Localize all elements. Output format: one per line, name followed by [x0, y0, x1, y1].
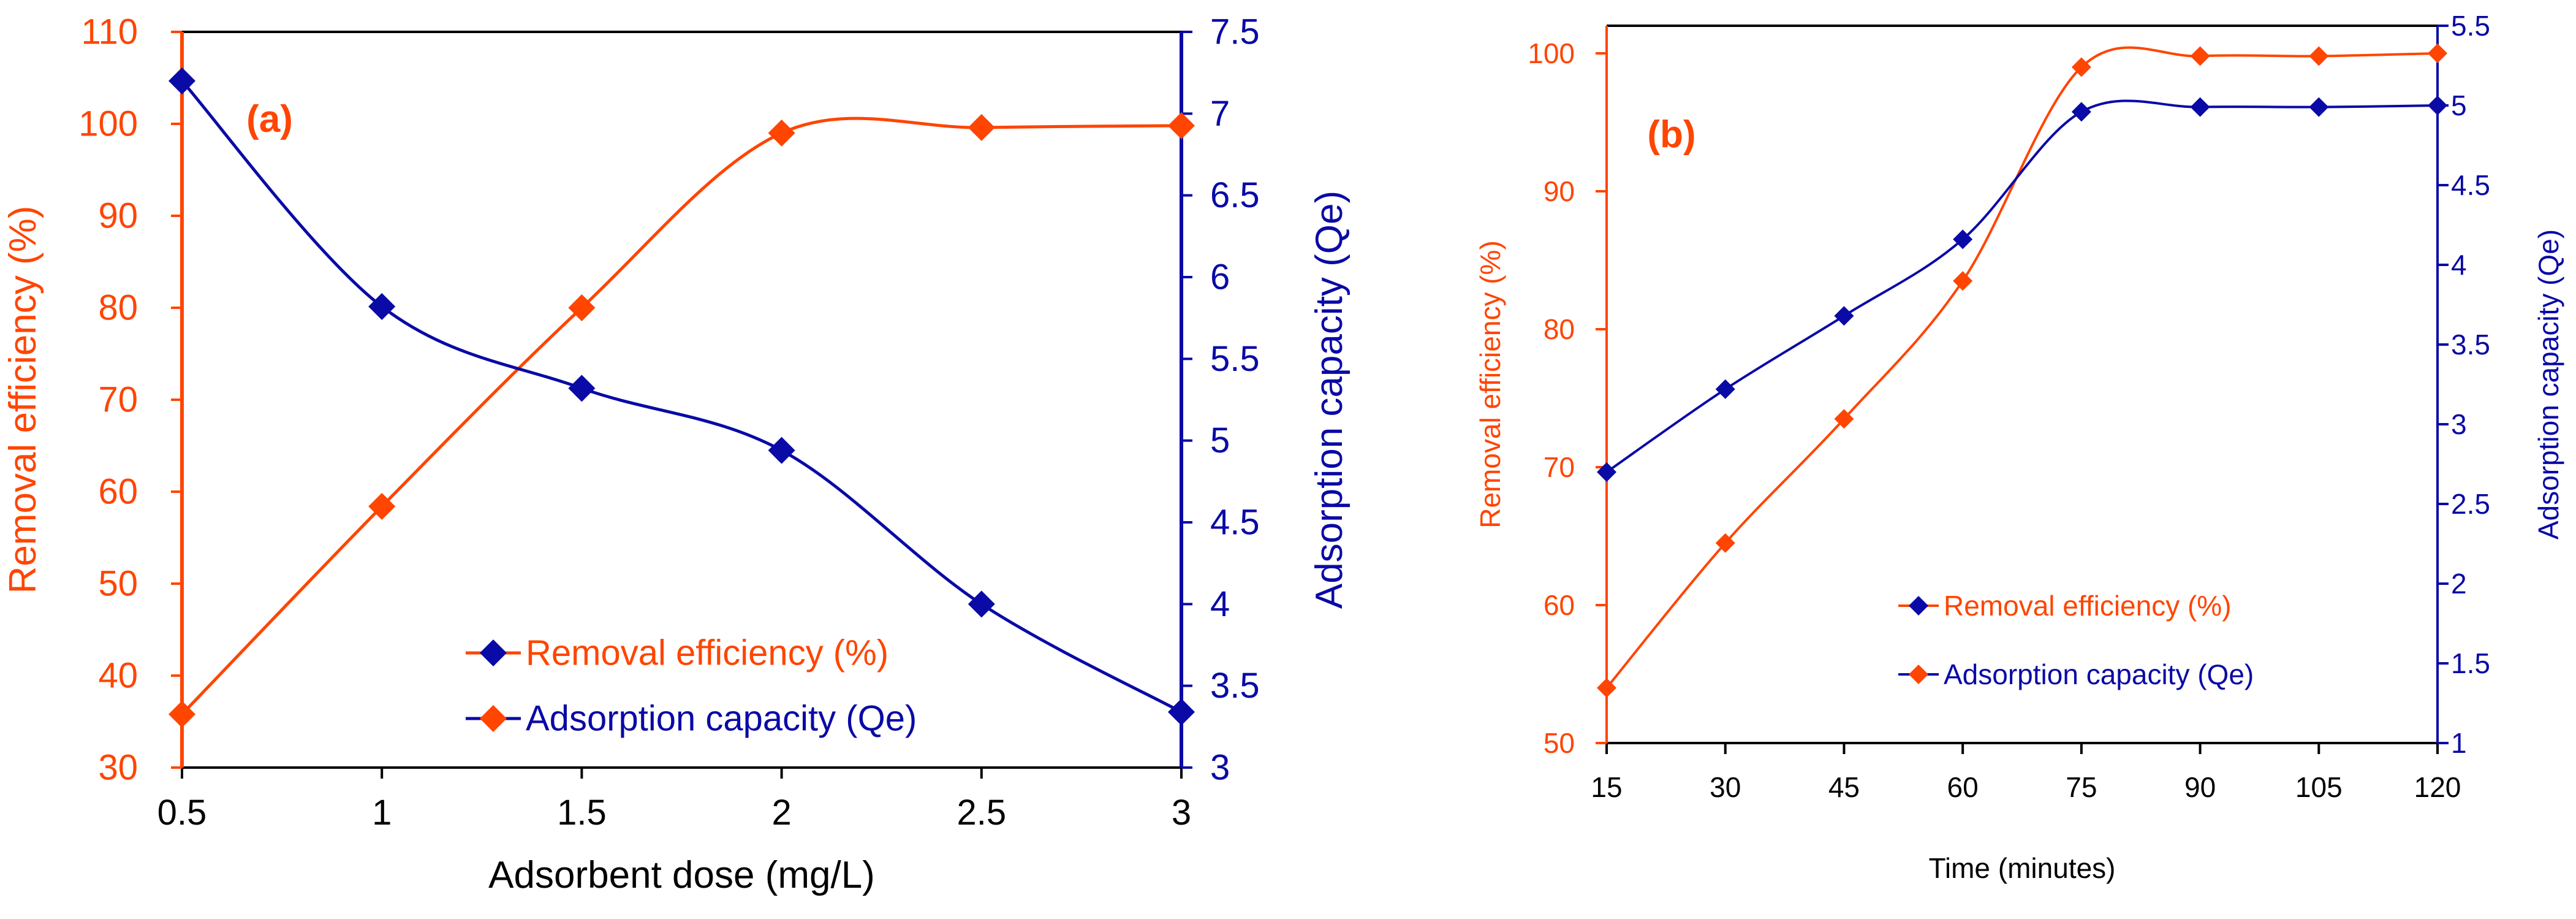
adsorption-capacity-point	[169, 67, 195, 94]
x-tick-label: 90	[2184, 771, 2216, 803]
removal-efficiency-point	[2309, 46, 2329, 66]
x-tick-label: 1	[372, 793, 392, 833]
left-y-tick-label: 60	[98, 472, 138, 512]
removal-efficiency-point	[1715, 533, 1735, 553]
legend-label: Removal efficiency (%)	[526, 633, 888, 673]
removal-efficiency-point	[1834, 409, 1854, 429]
right-y-axis-title: Adsorption capacity (Qe)	[1308, 191, 1351, 609]
left-y-tick-label: 90	[98, 196, 138, 236]
right-y-axis-title: Adsorption capacity (Qe)	[2532, 229, 2564, 540]
right-y-tick-label: 3.5	[2451, 329, 2490, 360]
adsorption-capacity-point	[1953, 229, 1973, 250]
adsorption-capacity-point	[968, 590, 995, 618]
left-y-tick-label: 40	[98, 656, 138, 696]
adsorption-capacity-point	[1168, 698, 1195, 726]
adsorption-capacity-point	[1715, 379, 1735, 399]
right-y-tick-label: 4	[1210, 584, 1230, 624]
right-y-tick-label: 4.5	[2451, 169, 2490, 201]
adsorption-capacity-line	[181, 80, 1183, 714]
left-y-tick-label: 30	[98, 748, 138, 788]
right-y-tick-label: 2	[2451, 568, 2467, 600]
left-y-tick-label: 70	[1544, 451, 1575, 483]
left-y-tick-label: 90	[1544, 175, 1575, 207]
left-y-tick-label: 100	[1528, 37, 1575, 69]
legend-key-marker	[480, 705, 507, 732]
left-y-tick-label: 50	[98, 564, 138, 604]
adsorption-capacity-point	[568, 375, 596, 402]
removal-efficiency-point	[2428, 44, 2447, 63]
right-y-tick-label: 1.5	[2451, 647, 2490, 679]
right-y-tick-label: 2.5	[2451, 488, 2490, 520]
adsorption-capacity-point	[1834, 306, 1854, 326]
x-tick-label: 2.5	[957, 793, 1006, 833]
removal-efficiency-point	[2190, 46, 2210, 66]
legend-label: Adsorption capacity (Qe)	[526, 699, 917, 739]
right-y-tick-label: 5.5	[2451, 10, 2490, 42]
right-y-tick-label: 3	[2451, 408, 2467, 440]
panel-label: (a)	[246, 98, 293, 140]
left-y-tick-label: 80	[98, 288, 138, 328]
adsorption-capacity-point	[2190, 97, 2210, 117]
right-y-tick-label: 3.5	[1210, 666, 1260, 706]
x-tick-label: 60	[1947, 771, 1979, 803]
x-axis-title: Time (minutes)	[1929, 852, 2116, 884]
x-tick-label: 45	[1828, 771, 1860, 803]
adsorption-capacity-point	[1597, 462, 1616, 482]
removal-efficiency-point	[1597, 678, 1616, 698]
x-axis-title: Adsorbent dose (mg/L)	[488, 854, 875, 896]
x-tick-label: 75	[2066, 771, 2097, 803]
left-y-tick-label: 110	[81, 12, 138, 52]
adsorption-capacity-point	[768, 437, 795, 464]
removal-efficiency-point	[2071, 57, 2091, 77]
adsorption-capacity-point	[368, 293, 396, 320]
x-tick-label: 0.5	[157, 793, 207, 833]
legend-key-marker	[1909, 665, 1928, 684]
x-tick-label: 2	[771, 793, 791, 833]
removal-efficiency-point	[1168, 112, 1195, 139]
removal-efficiency-point	[169, 701, 195, 728]
removal-efficiency-point	[768, 120, 795, 147]
right-y-tick-label: 6.5	[1210, 175, 1260, 215]
right-y-tick-label: 4.5	[1210, 503, 1260, 543]
panel-b: 15 30 45 60 75 90 105 120506070809010011.522.53…	[1474, 10, 2564, 884]
legend-key-marker	[1909, 596, 1928, 616]
adsorption-capacity-point	[2428, 96, 2447, 115]
legend-label: Removal efficiency (%)	[1944, 590, 2232, 622]
removal-efficiency-point	[1953, 271, 1973, 291]
removal-efficiency-line	[1605, 46, 2438, 689]
right-y-tick-label: 7	[1210, 94, 1230, 134]
adsorption-capacity-line	[1605, 99, 2438, 473]
x-tick-label: 120	[2414, 771, 2461, 803]
left-y-tick-label: 80	[1544, 313, 1575, 345]
x-tick-label: 30	[1710, 771, 1741, 803]
adsorption-capacity-point	[2071, 102, 2091, 122]
removal-efficiency-point	[568, 294, 596, 321]
panel-label: (b)	[1647, 113, 1695, 156]
right-y-tick-label: 5	[1210, 421, 1230, 460]
right-y-tick-label: 6	[1210, 257, 1230, 297]
x-tick-label: 1.5	[557, 793, 607, 833]
removal-efficiency-point	[368, 493, 396, 520]
left-y-axis-title: Removal efficiency (%)	[2, 206, 44, 594]
left-y-axis-title: Removal efficiency (%)	[1474, 240, 1506, 528]
x-tick-label: 15	[1591, 771, 1622, 803]
left-y-tick-label: 70	[98, 380, 138, 420]
right-y-tick-label: 5.5	[1210, 339, 1260, 379]
x-tick-label: 3	[1172, 793, 1191, 833]
x-tick-label: 105	[2295, 771, 2343, 803]
right-y-tick-label: 1	[2451, 727, 2467, 759]
left-y-tick-label: 100	[78, 104, 138, 144]
right-y-tick-label: 5	[2451, 90, 2467, 121]
adsorption-capacity-point	[2309, 97, 2329, 117]
removal-efficiency-point	[968, 114, 995, 141]
right-y-tick-label: 7.5	[1210, 12, 1260, 52]
right-y-tick-label: 4	[2451, 249, 2467, 281]
legend-key-marker	[480, 639, 507, 666]
right-y-tick-label: 3	[1210, 748, 1230, 788]
left-y-tick-label: 60	[1544, 589, 1575, 621]
panel-a: 0.5 1 1.5 2 2.5 3 30 40 50 60 70 80 90 100 110 3 3.5 4 4.5…	[2, 12, 1351, 897]
left-y-tick-label: 50	[1544, 727, 1575, 759]
legend-label: Adsorption capacity (Qe)	[1944, 658, 2254, 690]
